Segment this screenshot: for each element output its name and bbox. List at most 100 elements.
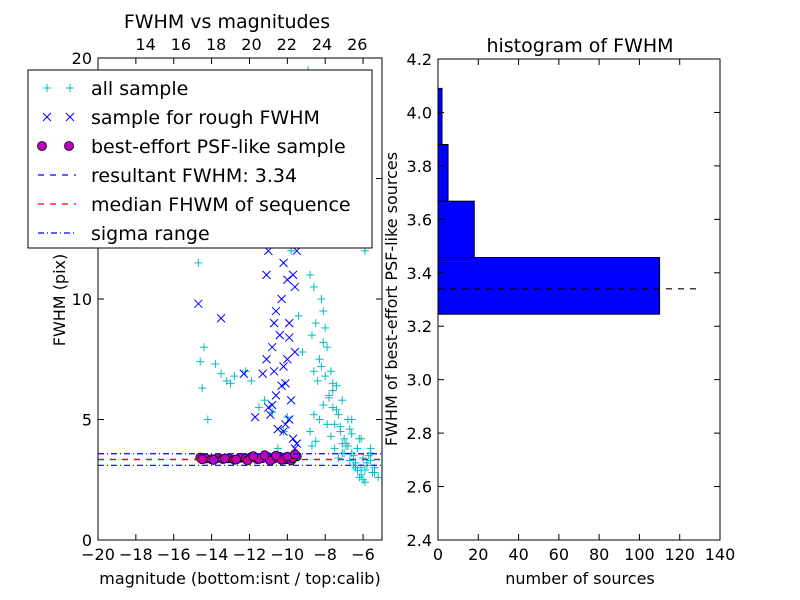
- series-1-point-23-b: [267, 342, 277, 352]
- top-x-tick-label-1: 16: [171, 35, 191, 54]
- series-0-point-13: [260, 396, 269, 405]
- series-1-point-26-b: [279, 427, 288, 436]
- series-0-point-61: [317, 362, 326, 371]
- series-0-point-106: [366, 444, 375, 453]
- series-0-point-102: [328, 379, 337, 388]
- series-0-point-104: [347, 415, 356, 424]
- series-0-point-31: [319, 307, 328, 316]
- histogram-plot-area: [437, 87, 700, 315]
- series-0-point-2: [198, 384, 207, 393]
- scatter-legend: all sample sample for rough FWHM best-effo…: [27, 69, 373, 249]
- series-1-point-12: [277, 294, 287, 304]
- hist-x-tick-label-6: 120: [664, 545, 695, 564]
- series-1-point-1: [216, 313, 226, 323]
- series-1-point-33-b: [277, 381, 287, 391]
- series-0-point-89: [357, 470, 366, 479]
- histogram-y-axis-label: FWHM of best-effort PSF-like sources: [382, 152, 401, 446]
- series-0-point-88: [353, 466, 362, 475]
- scatter-title: FWHM vs magnitudes: [124, 11, 330, 33]
- series-1-point-29: [290, 347, 300, 357]
- series-1-point-31: [265, 410, 275, 420]
- y-tick-label-1: 5: [82, 411, 92, 430]
- series-0-point-63: [324, 393, 333, 402]
- legend-entry-0-label: all sample: [91, 78, 188, 100]
- series-0-point-60: [313, 376, 322, 385]
- legend-entry-2-marker-b: [64, 141, 74, 151]
- series-0-point-0: [194, 258, 203, 267]
- series-0-point-25: [307, 331, 316, 340]
- series-1-point-15: [282, 354, 292, 364]
- series-0-point-69: [347, 429, 356, 438]
- series-1-point-38: [267, 400, 277, 410]
- hist-x-tick-label-7: 140: [705, 545, 736, 564]
- hist-y-tick-label-3: 3.0: [407, 371, 432, 390]
- series-0-point-11: [247, 376, 256, 385]
- series-0-point-24: [306, 270, 315, 279]
- series-0-point-52: [359, 454, 368, 463]
- x-tick-label-6: −8: [313, 545, 337, 564]
- series-0-point-35: [326, 367, 335, 376]
- series-1-point-22: [264, 403, 273, 412]
- histogram-ticks: 0 20 40 60 80 100 120 140 2.4 2.6 2.8 3.0 3.2 3.4 3.6 3…: [407, 50, 736, 564]
- series-1-point-22-b: [264, 403, 273, 412]
- top-x-tick-label-4: 22: [277, 35, 297, 54]
- series-0-point-101: [319, 338, 328, 347]
- series-1-point-37: [262, 354, 271, 364]
- series-1-point-19-b: [290, 282, 300, 292]
- series-1-point-16-b: [284, 318, 294, 328]
- series-1-point-35: [284, 333, 294, 342]
- series-0-point-105: [357, 434, 366, 443]
- series-1-point-41-b: [284, 415, 294, 424]
- x-tick-label-5: −10: [270, 545, 304, 564]
- series-1-point-5-b: [262, 270, 271, 280]
- histogram-bar-3: [437, 87, 443, 146]
- series-1-point-39-b: [273, 424, 283, 434]
- legend-frame: [27, 69, 373, 249]
- series-1-point-32-b: [269, 318, 279, 328]
- series-1-point-28: [286, 395, 296, 405]
- hist-x-tick-label-2: 40: [508, 545, 528, 564]
- hist-x-tick-label-1: 20: [468, 545, 488, 564]
- legend-entry-1-marker-b: [65, 112, 75, 122]
- series-1-point-2: [239, 369, 249, 379]
- hist-y-tick-label-5: 3.4: [407, 264, 432, 283]
- top-x-tick-label-3: 20: [241, 35, 261, 54]
- hist-y-tick-label-0: 2.4: [407, 531, 432, 550]
- series-0-point-39: [334, 410, 343, 419]
- series-1-point-37-b: [262, 354, 271, 364]
- series-0-point-33: [323, 343, 332, 352]
- series-1-point-18-b: [288, 270, 298, 280]
- legend-entry-1-marker-a: [42, 112, 52, 122]
- series-0-point-57: [374, 473, 382, 482]
- series-0-point-12: [254, 403, 263, 412]
- series-1-point-9: [271, 306, 281, 316]
- series-1-point-12-b: [277, 294, 287, 304]
- series-0-point-29: [315, 355, 324, 364]
- y-tick-label-2: 10: [72, 290, 92, 309]
- series-0-point-65: [332, 405, 341, 414]
- series-0-point-4: [200, 343, 209, 352]
- series-1-point-32: [269, 318, 279, 328]
- histogram-frame: [437, 58, 721, 541]
- series-1-point-20: [292, 439, 302, 448]
- histogram-bar-2: [437, 144, 449, 202]
- series-0-point-42: [340, 434, 349, 443]
- y-tick-label-0: 0: [82, 531, 92, 550]
- top-x-tick-label-2: 18: [206, 35, 226, 54]
- series-0-point-62: [321, 372, 330, 381]
- hist-y-tick-label-2: 2.8: [407, 424, 432, 443]
- hist-y-tick-label-6: 3.6: [407, 210, 432, 229]
- hist-x-tick-label-4: 80: [589, 545, 609, 564]
- series-1-point-14: [281, 378, 290, 388]
- series-0-point-45: [345, 425, 354, 434]
- series-1-point-3-b: [250, 412, 260, 422]
- series-1-point-9-b: [271, 306, 281, 316]
- x-tick-label-2: −16: [157, 545, 191, 564]
- series-0-point-81: [326, 432, 335, 441]
- series-1-point-33: [277, 381, 287, 391]
- series-1-point-14-b: [281, 378, 290, 388]
- series-1-point-24-b: [271, 391, 281, 400]
- series-1-point-13: [279, 258, 288, 268]
- series-1-point-0: [193, 299, 203, 309]
- scatter-x-axis-label: magnitude (bottom:isnt / top:calib): [99, 569, 380, 588]
